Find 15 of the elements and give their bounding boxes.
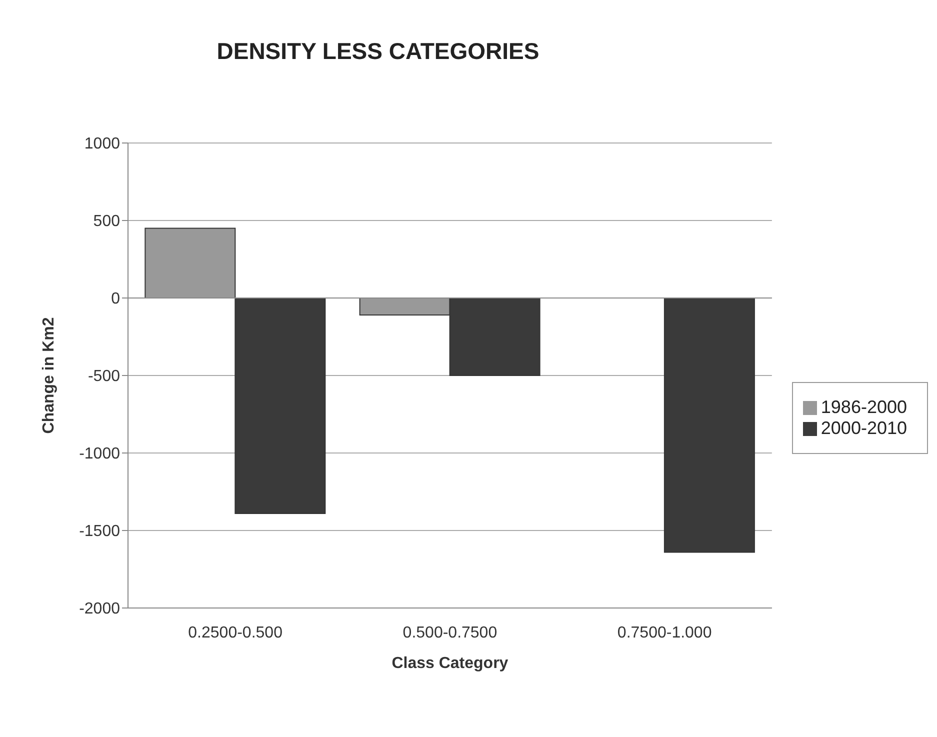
y-tick-label: -500 [88,368,120,386]
y-tick-label: -2000 [79,600,120,618]
y-axis-title: Change in Km2 [40,317,58,434]
y-tick-label: 500 [93,213,120,230]
y-tick-label: -1000 [79,446,120,463]
legend-label: 2000-2010 [820,418,907,438]
legend-label: 1986-2000 [820,397,907,417]
x-tick-label: 0.7500-1.000 [617,624,712,642]
x-tick-label: 0.500-0.7500 [402,624,498,642]
y-tick-label: 1000 [84,136,120,153]
chart-title: DENSITY LESS CATEGORIES [216,38,540,65]
y-tick-label: -1500 [79,523,120,540]
x-axis-title: Class Category [392,655,508,672]
y-tick-label: 0 [111,290,120,308]
x-tick-label: 0.2500-0.500 [188,624,283,642]
